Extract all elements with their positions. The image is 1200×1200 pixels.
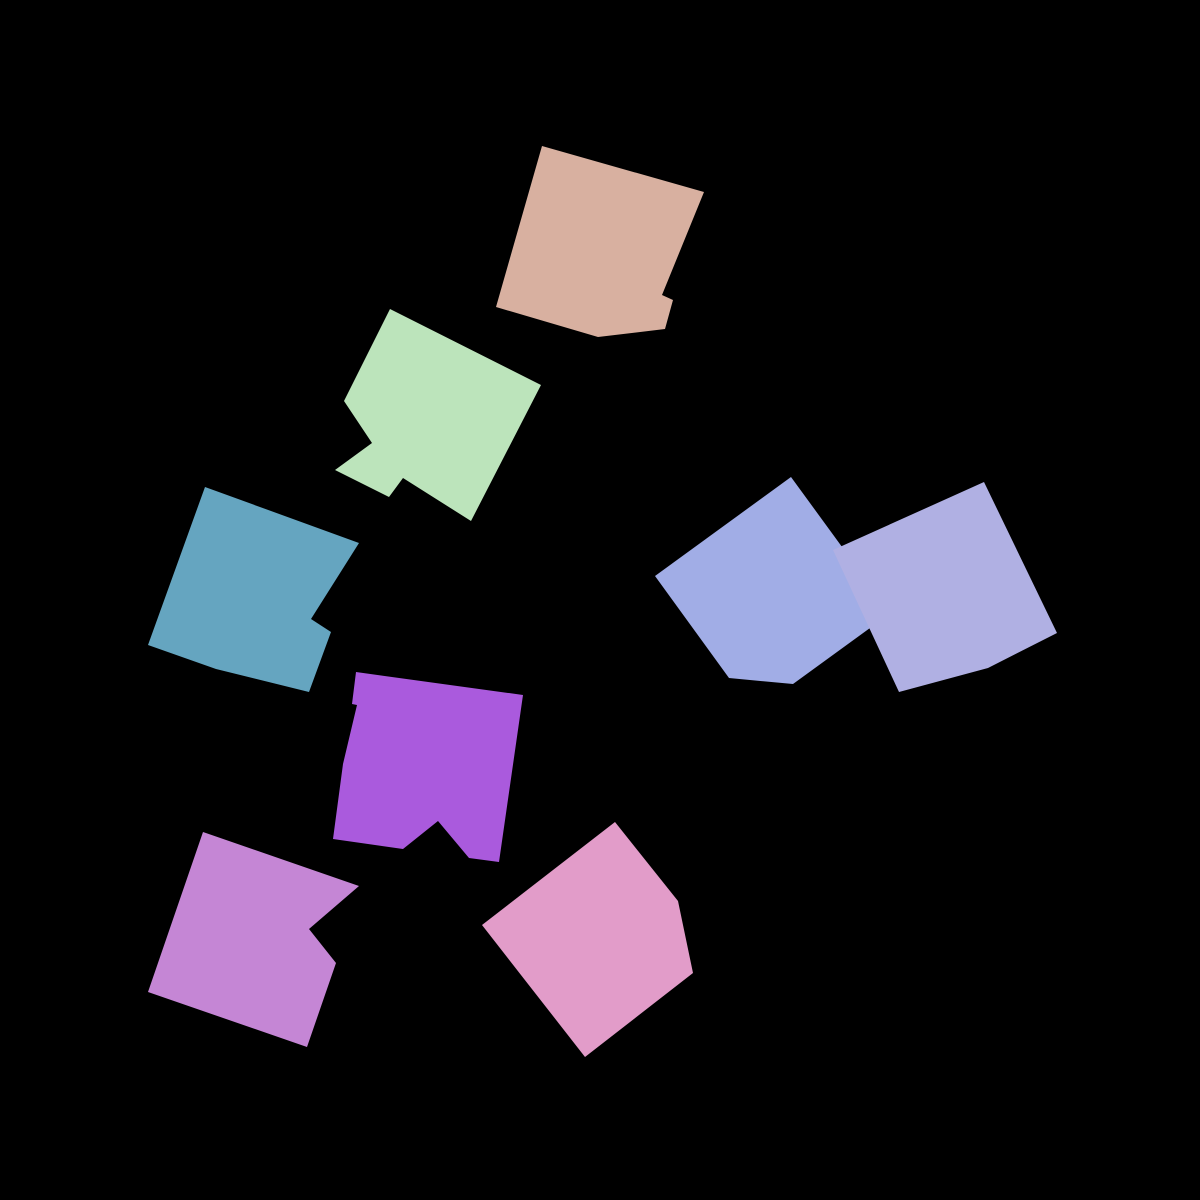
teal-shape: [148, 487, 359, 692]
orchid-shape: [148, 832, 359, 1047]
peach-shape: [496, 146, 704, 337]
lavender-shape: [833, 482, 1057, 692]
pink-shape: [482, 822, 693, 1057]
purple-shape: [333, 672, 523, 862]
periwinkle-shape: [655, 477, 880, 684]
mint-shape: [335, 309, 541, 521]
